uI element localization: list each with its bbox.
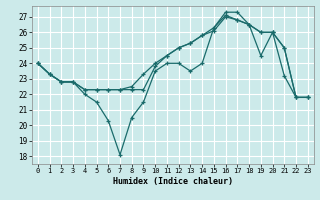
X-axis label: Humidex (Indice chaleur): Humidex (Indice chaleur) [113,177,233,186]
